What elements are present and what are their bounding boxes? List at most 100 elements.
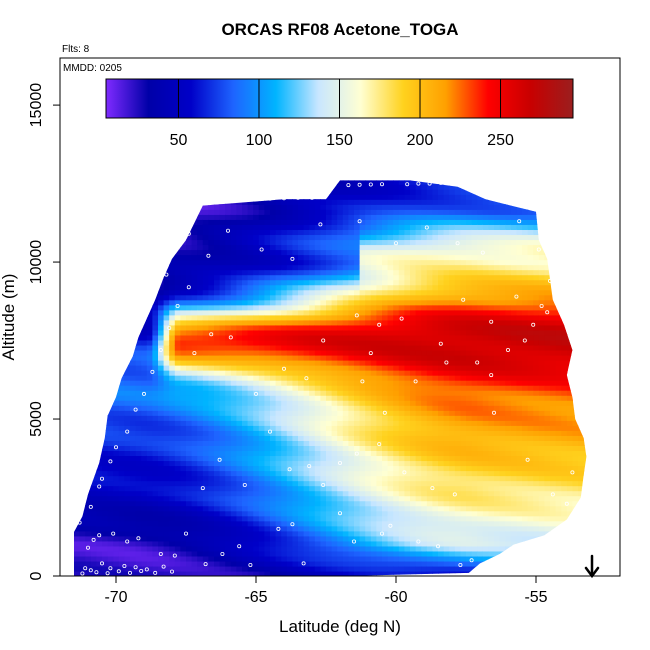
sample-point [368,351,373,356]
sample-point [203,562,208,567]
sample-point [564,501,569,506]
sample-point [550,492,555,497]
sample-point [186,231,191,236]
sample-point [489,319,494,324]
sample-point [444,360,449,365]
heatmap-layer [74,180,587,576]
sample-point [377,322,382,327]
sample-point [136,536,141,541]
sample-point [172,553,177,558]
sample-point [158,552,163,557]
sample-point [209,332,214,337]
sample-point [276,526,281,531]
sample-point [228,335,233,340]
sample-point [573,366,578,371]
sample-point [127,570,132,575]
colorbar-tick-label: 100 [246,132,273,149]
sample-point [225,228,230,233]
sample-point [309,195,314,200]
sample-point [83,566,88,571]
sample-point [354,451,359,456]
sample-point [97,484,102,489]
sample-point [88,504,93,509]
sample-point [548,278,553,283]
sample-point [239,196,244,201]
sample-point [556,269,561,274]
sample-point [197,198,202,203]
x-tick-label: -65 [244,589,267,606]
sample-point [186,285,191,290]
sample-point [461,297,466,302]
sample-point [357,219,362,224]
sample-point [169,569,174,574]
sample-point [570,470,575,475]
sample-point [150,369,155,374]
sample-point [295,195,300,200]
sample-point [248,563,253,568]
sample-point [357,182,362,187]
sample-point [100,476,105,481]
sample-point [80,571,85,576]
sample-point [318,222,323,227]
y-axis-label: Altitude (m) [0,274,18,361]
sample-point [200,486,205,491]
sample-point [449,180,454,185]
sample-point [175,303,180,308]
sample-point [321,482,326,487]
sample-point [88,568,93,573]
sample-point [452,492,457,497]
sample-point [354,313,359,318]
sample-point [337,460,342,465]
sample-point [141,391,146,396]
sample-point [351,539,356,544]
sample-point [287,467,292,472]
sample-point [164,272,169,277]
sample-point [237,544,242,549]
flights-label: Flts: 8 [62,44,90,55]
sample-point [430,486,435,491]
y-axis: 0 5000 10000 15000 [28,83,61,580]
sample-point [220,552,225,557]
sample-point [480,250,485,255]
sample-point [290,256,295,261]
sample-point [91,537,96,542]
sample-point [435,544,440,549]
sample-point [514,294,519,299]
sample-point [267,429,272,434]
sample-point [158,347,163,352]
sample-point [536,247,541,252]
colorbar: 50 100 150 200 250 [105,78,574,149]
down-arrow-icon [584,554,600,579]
sample-point [368,182,373,187]
sample-point [183,531,188,536]
sample-point [505,347,510,352]
sample-point [133,407,138,412]
sample-point [382,410,387,415]
sample-point [153,570,158,575]
sample-point [183,206,188,211]
sample-point [105,571,110,576]
sample-point [522,338,527,343]
sample-point [259,247,264,252]
sample-point [86,545,91,550]
sample-point [531,322,536,327]
sample-point [144,567,149,572]
sample-point [455,241,460,246]
colorbar-tick-label: 50 [170,132,188,149]
sample-point [399,316,404,321]
x-tick-label: -55 [524,589,547,606]
sample-point [301,561,306,566]
sample-point [438,341,443,346]
sample-point [360,379,365,384]
sample-point [167,325,172,330]
sample-point [225,197,230,202]
sample-point [416,539,421,544]
sample-point [388,523,393,528]
sample-point [281,366,286,371]
sample-points [77,180,578,576]
y-tick-label: 0 [28,571,45,580]
sample-point [458,563,463,568]
x-axis-label: Latitude (deg N) [279,617,401,636]
sample-point [321,338,326,343]
sample-point [242,482,247,487]
